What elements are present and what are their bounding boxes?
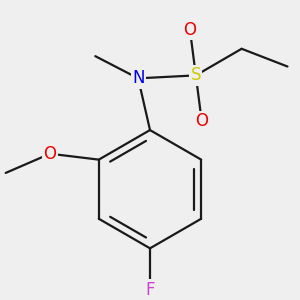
Text: O: O [183, 21, 196, 39]
Text: N: N [132, 69, 144, 87]
Text: O: O [195, 112, 208, 130]
Text: S: S [190, 66, 201, 84]
Text: F: F [145, 281, 155, 299]
Text: O: O [44, 145, 56, 163]
